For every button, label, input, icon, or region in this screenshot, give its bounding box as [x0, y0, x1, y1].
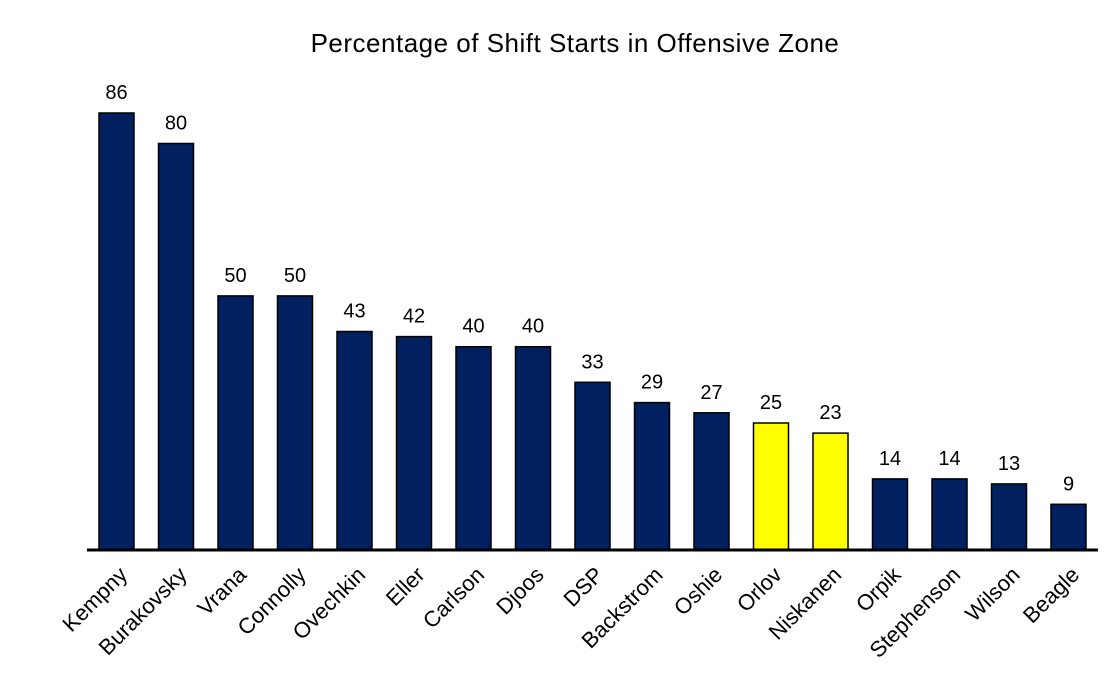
value-label-burakovsky: 80 [165, 113, 187, 135]
value-label-wilson: 13 [998, 453, 1020, 475]
value-label-djoos: 40 [522, 316, 544, 338]
bar-ovechkin [336, 330, 373, 551]
bar-djoos [514, 345, 552, 551]
value-label-eller: 42 [403, 306, 425, 328]
value-label-backstrom: 29 [641, 372, 663, 394]
value-labels-layer: 86 80 50 50 43 42 40 40 33 29 27 25 23 14 14 13 9 [105, 82, 1074, 495]
x-tick-label-dsp: DSP [558, 562, 608, 612]
x-tick-label-beagle: Beagle [1018, 562, 1084, 628]
bar-backstrom [633, 401, 671, 551]
bars-layer [98, 112, 1087, 551]
value-label-carlson: 40 [462, 316, 484, 338]
bar-dsp [574, 381, 611, 551]
bar-kempny [98, 112, 135, 551]
bar-orlov [752, 422, 790, 551]
value-label-vrana: 50 [224, 265, 246, 287]
value-label-kempny: 86 [105, 82, 127, 104]
bar-stephenson [931, 478, 968, 551]
value-label-beagle: 9 [1063, 473, 1074, 495]
value-label-dsp: 33 [581, 351, 603, 373]
bar-burakovsky [157, 142, 195, 551]
bar-niskanen [812, 432, 849, 551]
value-label-oshie: 27 [700, 382, 722, 404]
x-tick-label-oshie: Oshie [669, 562, 727, 620]
x-tick-label-carlson: Carlson [418, 562, 489, 633]
x-tick-label-eller: Eller [381, 562, 430, 611]
bar-orpik [871, 478, 909, 551]
bar-wilson [990, 483, 1028, 551]
value-label-orlov: 25 [760, 392, 782, 414]
value-label-connolly: 50 [284, 265, 306, 287]
bar-connolly [276, 295, 314, 551]
bar-vrana [217, 295, 254, 551]
x-tick-label-wilson: Wilson [960, 562, 1024, 626]
value-label-niskanen: 23 [819, 402, 841, 424]
value-label-ovechkin: 43 [343, 301, 365, 323]
bar-oshie [693, 412, 730, 551]
value-label-stephenson: 14 [938, 448, 960, 470]
bar-carlson [455, 345, 492, 551]
bar-beagle [1050, 503, 1087, 551]
chart-title: Percentage of Shift Starts in Offensive … [311, 28, 840, 58]
x-tick-label-djoos: Djoos [491, 562, 548, 619]
bar-eller [395, 335, 433, 551]
x-tick-label-orlov: Orlov [732, 562, 787, 617]
value-label-orpik: 14 [879, 448, 901, 470]
x-tick-label-orpik: Orpik [851, 561, 907, 617]
